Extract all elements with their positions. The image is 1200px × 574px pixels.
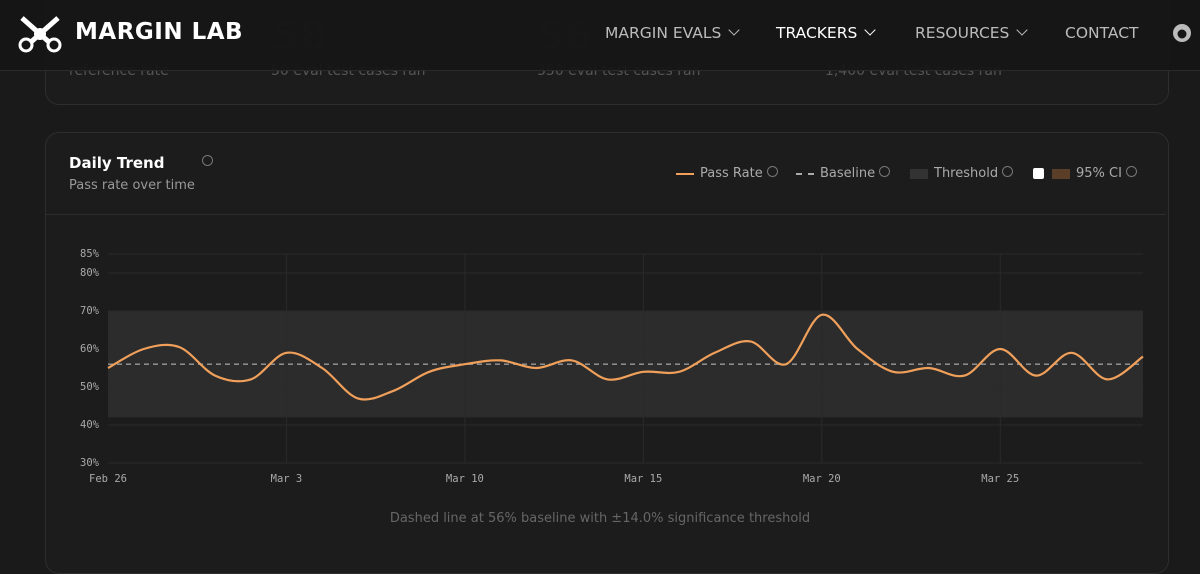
y-tick-label: 85% bbox=[80, 248, 100, 260]
card-subtitle: Pass rate over time bbox=[69, 178, 195, 193]
y-tick-label: 30% bbox=[80, 457, 100, 469]
legend-label: Threshold bbox=[934, 166, 999, 181]
y-tick-label: 60% bbox=[80, 343, 100, 355]
legend-item[interactable]: 95% CI bbox=[1033, 166, 1138, 181]
logo[interactable] bbox=[18, 14, 64, 54]
brand[interactable]: MARGIN LAB bbox=[75, 19, 244, 45]
y-tick-label: 70% bbox=[80, 305, 100, 317]
info-icon[interactable] bbox=[202, 155, 213, 166]
x-tick-label: Mar 10 bbox=[446, 473, 484, 485]
x-tick-label: Mar 15 bbox=[624, 473, 662, 485]
legend-label: Pass Rate bbox=[700, 166, 763, 181]
checkbox[interactable] bbox=[1033, 168, 1044, 179]
menu-label: MARGIN EVALS bbox=[605, 24, 722, 42]
menu-item[interactable]: TRACKERS bbox=[776, 24, 877, 42]
menu-label: TRACKERS bbox=[776, 24, 858, 42]
x-tick-label: Mar 20 bbox=[803, 473, 841, 485]
menu-label: RESOURCES bbox=[915, 24, 1010, 42]
chart: 30% 40% 50% 60% 70% 80% 85% Feb 26 Mar 3 Mar 10 Ma… bbox=[80, 248, 1144, 485]
y-tick-label: 50% bbox=[80, 381, 100, 393]
menu-label: CONTACT bbox=[1065, 24, 1139, 42]
menu-item[interactable]: CONTACT bbox=[1065, 24, 1139, 42]
legend-label: 95% CI bbox=[1076, 166, 1122, 181]
chart-footnote: Dashed line at 56% baseline with ±14.0% … bbox=[389, 511, 811, 526]
legend-item[interactable]: Baseline bbox=[796, 166, 891, 181]
legend-item[interactable]: Threshold bbox=[910, 166, 1014, 181]
y-tick-label: 80% bbox=[80, 267, 100, 279]
legend-item[interactable]: Pass Rate bbox=[676, 166, 778, 181]
card-title: Daily Trend bbox=[69, 154, 165, 172]
navbar: MARGIN LAB MARGIN EVALS TRACKERS RESOURC… bbox=[0, 0, 1200, 71]
github-icon[interactable] bbox=[1172, 23, 1192, 43]
menu-item[interactable]: RESOURCES bbox=[915, 24, 1029, 42]
menu-item[interactable]: MARGIN EVALS bbox=[605, 24, 741, 42]
divider bbox=[46, 214, 1166, 215]
x-tick-label: Mar 3 bbox=[271, 473, 303, 485]
x-tick-label: Mar 25 bbox=[981, 473, 1019, 485]
y-tick-label: 40% bbox=[80, 419, 100, 431]
pass-rate-line bbox=[107, 313, 1144, 401]
legend-label: Baseline bbox=[820, 166, 876, 181]
x-tick-label: Feb 26 bbox=[89, 473, 127, 485]
